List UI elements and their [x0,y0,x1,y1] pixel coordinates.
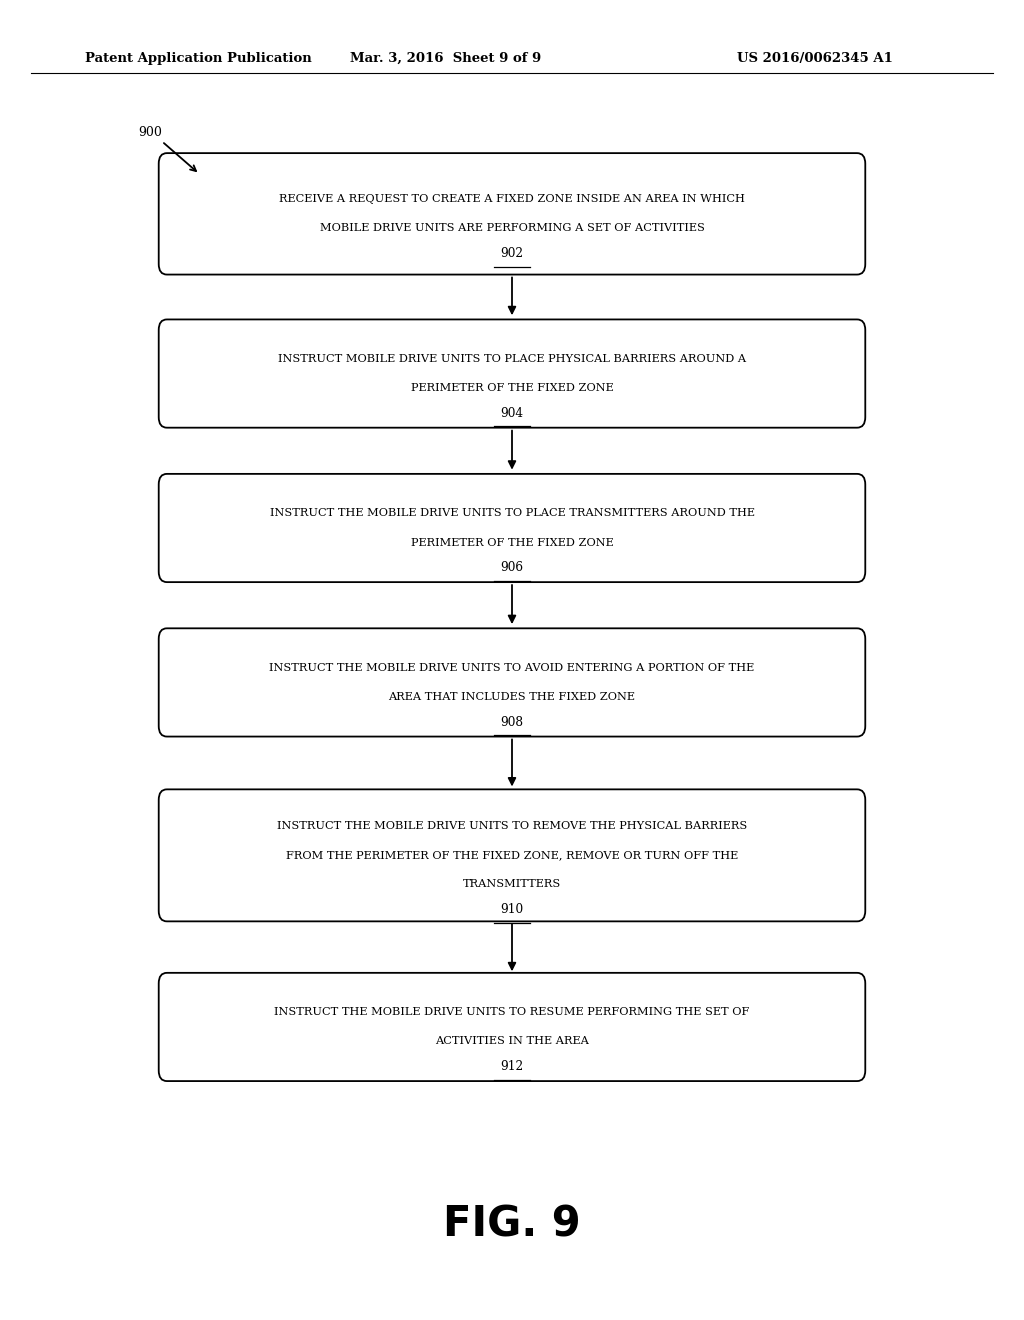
FancyBboxPatch shape [159,628,865,737]
FancyBboxPatch shape [159,474,865,582]
Text: 908: 908 [501,715,523,729]
FancyBboxPatch shape [159,319,865,428]
Text: PERIMETER OF THE FIXED ZONE: PERIMETER OF THE FIXED ZONE [411,537,613,548]
Text: MOBILE DRIVE UNITS ARE PERFORMING A SET OF ACTIVITIES: MOBILE DRIVE UNITS ARE PERFORMING A SET … [319,223,705,234]
Text: Patent Application Publication: Patent Application Publication [85,51,311,65]
Text: INSTRUCT THE MOBILE DRIVE UNITS TO RESUME PERFORMING THE SET OF: INSTRUCT THE MOBILE DRIVE UNITS TO RESUM… [274,1007,750,1018]
FancyBboxPatch shape [159,973,865,1081]
Text: INSTRUCT THE MOBILE DRIVE UNITS TO PLACE TRANSMITTERS AROUND THE: INSTRUCT THE MOBILE DRIVE UNITS TO PLACE… [269,508,755,519]
Text: INSTRUCT THE MOBILE DRIVE UNITS TO AVOID ENTERING A PORTION OF THE: INSTRUCT THE MOBILE DRIVE UNITS TO AVOID… [269,663,755,673]
Text: 912: 912 [501,1060,523,1073]
Text: 910: 910 [501,903,523,916]
Text: 906: 906 [501,561,523,574]
Text: RECEIVE A REQUEST TO CREATE A FIXED ZONE INSIDE AN AREA IN WHICH: RECEIVE A REQUEST TO CREATE A FIXED ZONE… [280,194,744,205]
FancyBboxPatch shape [159,789,865,921]
Text: INSTRUCT THE MOBILE DRIVE UNITS TO REMOVE THE PHYSICAL BARRIERS: INSTRUCT THE MOBILE DRIVE UNITS TO REMOV… [276,821,748,832]
Text: US 2016/0062345 A1: US 2016/0062345 A1 [737,51,893,65]
FancyBboxPatch shape [159,153,865,275]
Text: TRANSMITTERS: TRANSMITTERS [463,879,561,890]
Text: 904: 904 [501,407,523,420]
Text: 902: 902 [501,247,523,260]
Text: PERIMETER OF THE FIXED ZONE: PERIMETER OF THE FIXED ZONE [411,383,613,393]
Text: INSTRUCT MOBILE DRIVE UNITS TO PLACE PHYSICAL BARRIERS AROUND A: INSTRUCT MOBILE DRIVE UNITS TO PLACE PHY… [278,354,746,364]
Text: FROM THE PERIMETER OF THE FIXED ZONE, REMOVE OR TURN OFF THE: FROM THE PERIMETER OF THE FIXED ZONE, RE… [286,850,738,861]
Text: FIG. 9: FIG. 9 [443,1204,581,1246]
Text: 900: 900 [138,125,162,139]
Text: ACTIVITIES IN THE AREA: ACTIVITIES IN THE AREA [435,1036,589,1047]
Text: AREA THAT INCLUDES THE FIXED ZONE: AREA THAT INCLUDES THE FIXED ZONE [388,692,636,702]
Text: Mar. 3, 2016  Sheet 9 of 9: Mar. 3, 2016 Sheet 9 of 9 [350,51,541,65]
